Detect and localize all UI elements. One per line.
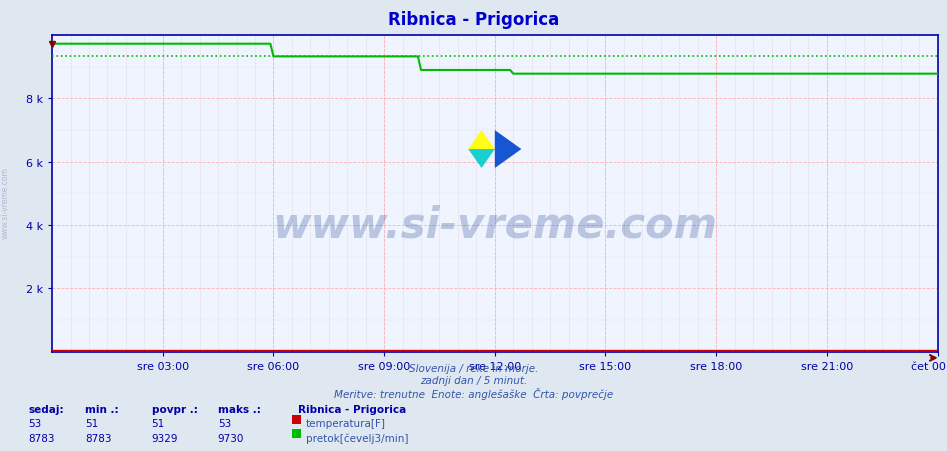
Text: 53: 53 (218, 419, 231, 428)
Text: www.si-vreme.com: www.si-vreme.com (0, 167, 9, 239)
Text: pretok[čevelj3/min]: pretok[čevelj3/min] (306, 433, 408, 443)
Text: Slovenija / reke in morje.: Slovenija / reke in morje. (409, 363, 538, 373)
Text: Ribnica - Prigorica: Ribnica - Prigorica (388, 11, 559, 29)
Text: 9329: 9329 (152, 433, 178, 443)
Text: zadnji dan / 5 minut.: zadnji dan / 5 minut. (420, 375, 527, 385)
Text: Meritve: trenutne  Enote: anglešaške  Črta: povprečje: Meritve: trenutne Enote: anglešaške Črta… (334, 387, 613, 400)
Text: 9730: 9730 (218, 433, 244, 443)
Text: min .:: min .: (85, 404, 119, 414)
Polygon shape (495, 131, 522, 169)
Text: Ribnica - Prigorica: Ribnica - Prigorica (298, 404, 406, 414)
Text: povpr .:: povpr .: (152, 404, 197, 414)
Text: 51: 51 (152, 419, 165, 428)
Text: maks .:: maks .: (218, 404, 260, 414)
Text: sedaj:: sedaj: (28, 404, 64, 414)
Text: temperatura[F]: temperatura[F] (306, 419, 385, 428)
Text: www.si-vreme.com: www.si-vreme.com (273, 205, 717, 246)
Text: 53: 53 (28, 419, 42, 428)
Polygon shape (468, 150, 495, 169)
Text: 8783: 8783 (28, 433, 55, 443)
Text: 51: 51 (85, 419, 98, 428)
Text: 8783: 8783 (85, 433, 112, 443)
Polygon shape (468, 131, 495, 150)
